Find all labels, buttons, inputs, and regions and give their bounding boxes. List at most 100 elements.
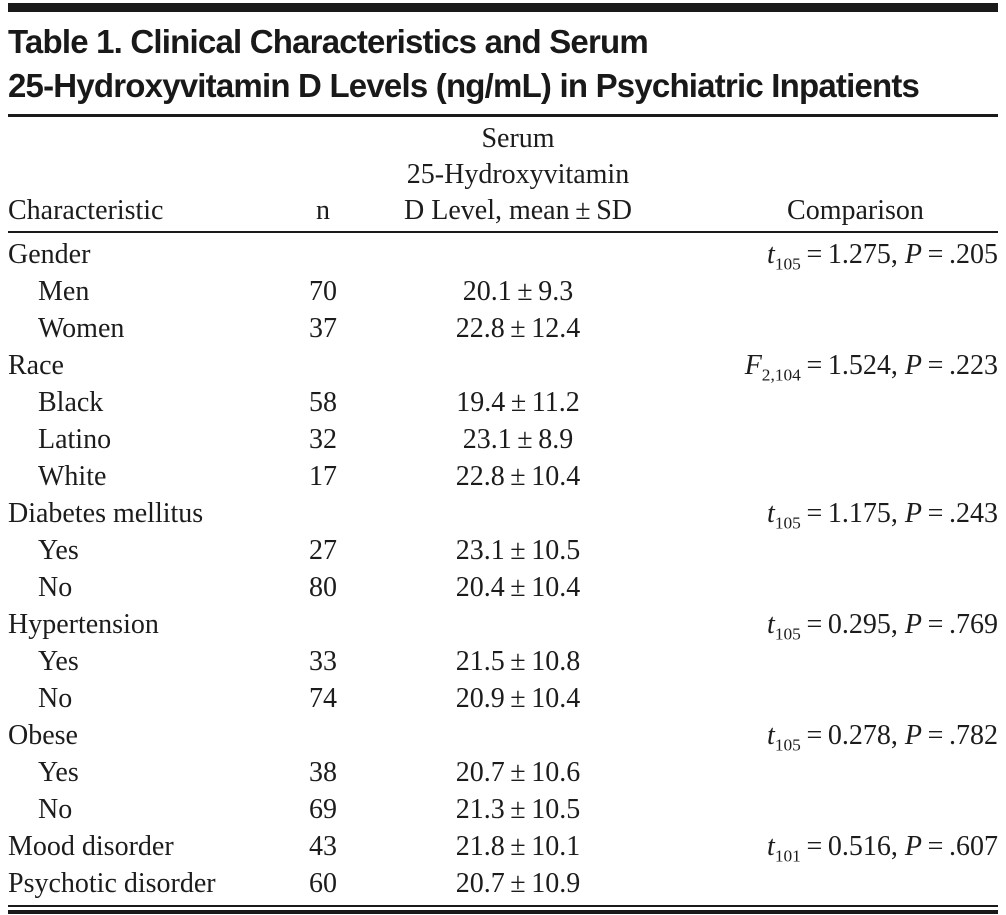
row-mean-sd	[378, 236, 658, 273]
row-n: 60	[309, 868, 337, 899]
table-row: No 69 21.3 ± 10.5	[8, 791, 998, 828]
stat-value: = 0.278,	[800, 720, 905, 751]
row-mean-sd: 23.1 ± 8.9	[462, 424, 574, 455]
row-n: 58	[309, 387, 337, 418]
row-mean-sd	[378, 347, 658, 384]
table-title-line1: Table 1. Clinical Characteristics and Se…	[8, 23, 649, 60]
row-label: Yes	[38, 646, 79, 677]
col-header-n: n	[316, 195, 330, 226]
row-label: Hypertension	[8, 609, 159, 640]
p-symbol: P	[904, 239, 922, 270]
table-row: Diabetes mellitus t105 = 1.175, P = .243	[8, 495, 998, 532]
row-n: 27	[309, 535, 337, 566]
row-comparison	[658, 791, 998, 828]
table-row: Yes 38 20.7 ± 10.6	[8, 754, 998, 791]
row-mean-sd: 20.1 ± 9.3	[462, 276, 574, 307]
table-row: Hypertension t105 = 0.295, P = .769	[8, 606, 998, 643]
stat-symbol: t	[767, 498, 775, 529]
stat-subscript: 101	[774, 846, 801, 866]
row-n: 80	[309, 572, 337, 603]
col-header-characteristic: Characteristic	[8, 195, 164, 226]
row-mean-sd	[378, 495, 658, 532]
table-title-line2: 25-Hydroxyvitamin D Levels (ng/mL) in Ps…	[8, 67, 920, 104]
col-header-serum-line1: Serum	[481, 123, 555, 154]
stat-value: = 0.516,	[800, 831, 905, 862]
row-mean-sd: 19.4 ± 11.2	[456, 387, 580, 418]
table-figure: Table 1. Clinical Characteristics and Se…	[0, 3, 1006, 914]
row-label: Women	[38, 313, 125, 344]
bottom-double-rule	[8, 905, 998, 914]
row-label: Yes	[38, 535, 79, 566]
row-n: 74	[309, 683, 337, 714]
row-label: Obese	[8, 720, 78, 751]
row-comparison	[658, 273, 998, 310]
row-label: Latino	[38, 424, 112, 455]
row-comparison	[658, 310, 998, 347]
row-comparison	[658, 754, 998, 791]
row-label: White	[38, 461, 107, 492]
title-rule	[8, 114, 998, 117]
col-header-serum: Serum 25-Hydroxyvitamin D Level, mean ± …	[378, 121, 658, 229]
row-label: No	[38, 794, 73, 825]
table-top-bar	[8, 3, 998, 12]
row-n: 33	[309, 646, 337, 677]
table-row: Obese t105 = 0.278, P = .782	[8, 717, 998, 754]
row-mean-sd	[378, 606, 658, 643]
row-comparison: t105 = 0.278, P = .782	[658, 717, 998, 754]
p-symbol: P	[904, 498, 922, 529]
stat-subscript: 105	[774, 624, 801, 644]
table-row: Latino 32 23.1 ± 8.9	[8, 421, 998, 458]
table-row: Gender t105 = 1.275, P = .205	[8, 236, 998, 273]
bottom-rule-gap	[8, 907, 998, 910]
table-row: No 74 20.9 ± 10.4	[8, 680, 998, 717]
row-n	[268, 495, 378, 532]
row-mean-sd: 22.8 ± 12.4	[455, 313, 581, 344]
p-symbol: P	[904, 831, 922, 862]
row-n: 43	[309, 831, 337, 862]
row-n	[268, 236, 378, 273]
row-comparison	[658, 384, 998, 421]
row-mean-sd: 20.7 ± 10.9	[455, 868, 581, 899]
p-value: = .223	[921, 350, 998, 381]
row-n	[268, 717, 378, 754]
row-mean-sd: 21.8 ± 10.1	[455, 831, 581, 862]
row-mean-sd: 20.4 ± 10.4	[455, 572, 581, 603]
stat-value: = 0.295,	[800, 609, 905, 640]
row-label: Yes	[38, 757, 79, 788]
p-symbol: P	[904, 609, 922, 640]
row-n	[268, 606, 378, 643]
table-body: Gender t105 = 1.275, P = .205 Men 70 20.…	[8, 233, 998, 902]
table-row: Yes 27 23.1 ± 10.5	[8, 532, 998, 569]
row-comparison: t101 = 0.516, P = .607	[658, 828, 998, 865]
table-row: Race F2,104 = 1.524, P = .223	[8, 347, 998, 384]
row-comparison: t105 = 0.295, P = .769	[658, 606, 998, 643]
stat-subscript: 2,104	[761, 365, 801, 385]
row-n: 17	[309, 461, 337, 492]
col-header-serum-line3: D Level, mean ± SD	[404, 195, 632, 226]
table-row: Men 70 20.1 ± 9.3	[8, 273, 998, 310]
column-header-row: Characteristic n Serum 25-Hydroxyvitamin…	[8, 117, 998, 229]
row-n: 69	[309, 794, 337, 825]
row-mean-sd	[378, 717, 658, 754]
stat-symbol: t	[767, 831, 775, 862]
row-mean-sd: 21.5 ± 10.8	[455, 646, 581, 677]
row-label: Race	[8, 350, 64, 381]
row-n: 70	[309, 276, 337, 307]
table-title: Table 1. Clinical Characteristics and Se…	[8, 12, 998, 108]
stat-value: = 1.524,	[800, 350, 905, 381]
row-label: Black	[38, 387, 104, 418]
row-comparison	[658, 643, 998, 680]
table-row: Yes 33 21.5 ± 10.8	[8, 643, 998, 680]
row-n: 37	[309, 313, 337, 344]
row-comparison	[658, 569, 998, 606]
table-row: Black 58 19.4 ± 11.2	[8, 384, 998, 421]
p-value: = .205	[921, 239, 998, 270]
row-comparison	[658, 458, 998, 495]
table-row: Women 37 22.8 ± 12.4	[8, 310, 998, 347]
stat-subscript: 105	[774, 513, 801, 533]
row-n: 38	[309, 757, 337, 788]
p-value: = .782	[921, 720, 998, 751]
row-label: No	[38, 683, 73, 714]
row-comparison: F2,104 = 1.524, P = .223	[658, 347, 998, 384]
p-symbol: P	[904, 350, 922, 381]
